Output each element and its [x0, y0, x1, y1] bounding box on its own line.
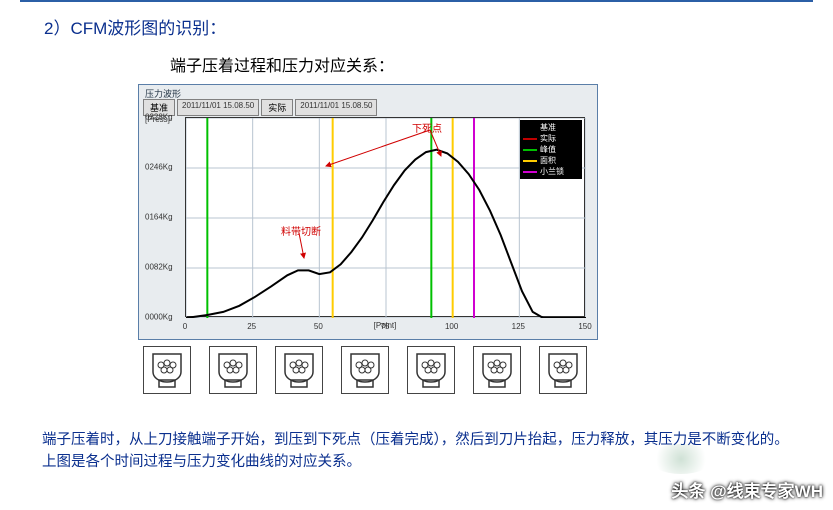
- wechat-watermark-icon: [649, 444, 713, 474]
- crimp-stage-icon: [473, 346, 521, 394]
- crimp-stage-icon: [407, 346, 455, 394]
- legend-box: 基准实际峰值面积小兰锁: [520, 120, 582, 179]
- x-tick-label: 125: [512, 322, 525, 331]
- crimp-stage-icon: [275, 346, 323, 394]
- y-tick-label: 0246Kg: [145, 163, 173, 172]
- plot-area: 基准实际峰值面积小兰锁 下死点料带切断 [Point]: [185, 117, 585, 317]
- legend-item: 峰值: [522, 144, 580, 155]
- sub-heading: 端子压着过程和压力对应关系：: [170, 52, 394, 76]
- legend-swatch: [523, 171, 537, 173]
- x-tick-label: 75: [381, 322, 390, 331]
- crimp-stage-icon: [341, 346, 389, 394]
- legend-swatch: [523, 160, 537, 162]
- chart-tab-timestamp: 2011/11/01 15.08.50: [177, 99, 259, 116]
- legend-label: 实际: [540, 133, 556, 144]
- legend-swatch: [523, 149, 537, 151]
- x-tick-label: 150: [578, 322, 591, 331]
- legend-swatch: [523, 138, 537, 140]
- x-tick-label: 25: [247, 322, 256, 331]
- chart-annotation: 下死点: [412, 120, 442, 135]
- legend-swatch: [523, 127, 537, 129]
- x-tick-label: 0: [183, 322, 187, 331]
- legend-label: 面积: [540, 155, 556, 166]
- chart-annotation: 料带切断: [281, 223, 321, 238]
- watermark-text: 头条 @线束专家WH: [671, 477, 823, 502]
- legend-item: 面积: [522, 155, 580, 166]
- y-tick-label: 0082Kg: [145, 263, 173, 272]
- y-tick-label: 0000Kg: [145, 313, 173, 322]
- crimp-stage-icon: [209, 346, 257, 394]
- top-horizontal-rule: [20, 0, 813, 2]
- chart-tab-timestamp: 2011/11/01 15.08.50: [295, 99, 377, 116]
- chart-tab-bar: 基准2011/11/01 15.08.50实际2011/11/01 15.08.…: [143, 99, 377, 116]
- chart-tab-button[interactable]: 实际: [261, 99, 293, 116]
- crimp-stage-icons: [143, 346, 587, 394]
- x-tick-label: 100: [445, 322, 458, 331]
- legend-item: 实际: [522, 133, 580, 144]
- section-heading: 2）CFM波形图的识别：: [44, 14, 226, 39]
- legend-label: 基准: [540, 122, 556, 133]
- cfm-chart-panel: 压力波形 基准2011/11/01 15.08.50实际2011/11/01 1…: [138, 84, 598, 340]
- crimp-stage-icon: [539, 346, 587, 394]
- y-tick-label: 0164Kg: [145, 213, 173, 222]
- legend-label: 峰值: [540, 144, 556, 155]
- legend-item: 小兰锁: [522, 166, 580, 177]
- x-tick-label: 50: [314, 322, 323, 331]
- legend-label: 小兰锁: [540, 166, 564, 177]
- y-tick-label: 0328Kg: [145, 113, 173, 122]
- legend-item: 基准: [522, 122, 580, 133]
- crimp-stage-icon: [143, 346, 191, 394]
